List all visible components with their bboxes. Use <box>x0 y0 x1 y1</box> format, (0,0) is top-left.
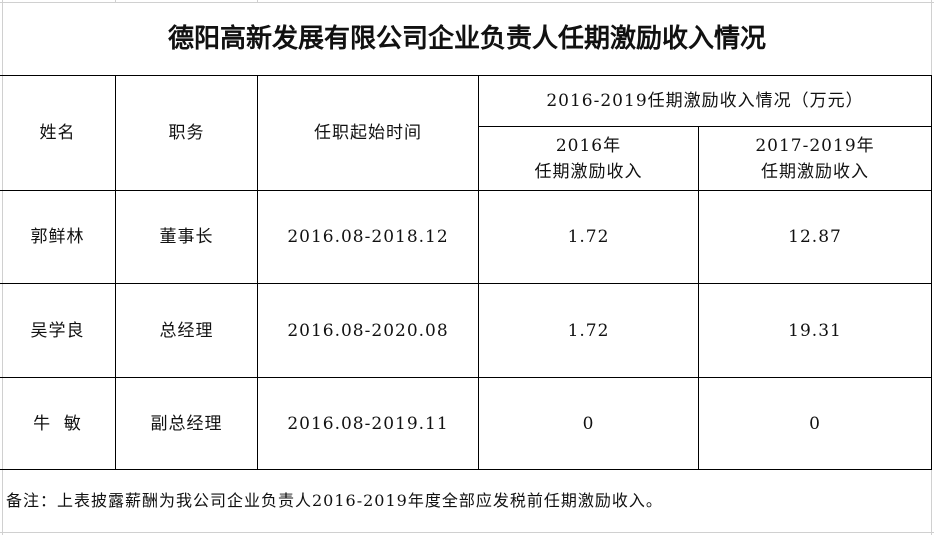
header-group: 2016-2019任期激励收入情况（万元） <box>546 91 864 111</box>
table-row: 郭鲜林 董事长 2016.08-2018.12 1.72 12.87 <box>0 191 932 283</box>
cell-position: 副总经理 <box>150 413 223 434</box>
cell-position: 总经理 <box>159 320 214 341</box>
cell-name: 吴学良 <box>30 320 85 341</box>
table-border <box>698 126 699 470</box>
header-position: 职务 <box>168 123 205 143</box>
cell-name: 郭鲜林 <box>30 227 85 247</box>
cell-2016: 0 <box>582 413 595 434</box>
table-row: 吴学良 总经理 2016.08-2020.08 1.72 19.31 <box>0 284 932 377</box>
table-border <box>478 75 479 470</box>
cell-2017-2019: 12.87 <box>788 227 842 247</box>
table-border <box>0 283 932 284</box>
cell-position: 董事长 <box>159 227 214 247</box>
table-note: 备注：上表披露薪酬为我公司企业负责人2016-2019年度全部应发税前任期激励收… <box>6 491 663 510</box>
header-name: 姓名 <box>39 123 76 143</box>
table-border <box>478 126 932 127</box>
header-2017-2019: 2017-2019年 任期激励收入 <box>755 135 875 182</box>
gridline <box>257 0 258 3</box>
table-border <box>0 75 932 76</box>
cell-term: 2016.08-2020.08 <box>287 320 449 341</box>
cell-term: 2016.08-2018.12 <box>287 227 449 247</box>
gridline <box>115 0 116 3</box>
header-term: 任职起始时间 <box>314 123 422 143</box>
table-border <box>257 75 258 470</box>
table-row: 牛 敏 副总经理 2016.08-2019.11 0 0 <box>0 378 932 469</box>
table-border <box>0 377 932 378</box>
cell-2017-2019: 19.31 <box>788 320 842 341</box>
cell-2016: 1.72 <box>567 227 610 247</box>
table-border <box>115 75 116 470</box>
table-border <box>0 190 932 191</box>
table-border <box>931 75 932 470</box>
cell-2016: 1.72 <box>567 320 610 341</box>
cell-2017-2019: 0 <box>809 413 821 434</box>
gridline <box>2 0 3 535</box>
cell-term: 2016.08-2019.11 <box>287 413 449 434</box>
table-border <box>0 469 932 470</box>
gridline <box>0 2 934 3</box>
cell-name: 牛 敏 <box>33 413 82 434</box>
table-title: 德阳高新发展有限公司企业负责人任期激励收入情况 <box>167 24 766 54</box>
header-2016: 2016年 任期激励收入 <box>534 135 643 182</box>
gridline <box>0 532 934 533</box>
